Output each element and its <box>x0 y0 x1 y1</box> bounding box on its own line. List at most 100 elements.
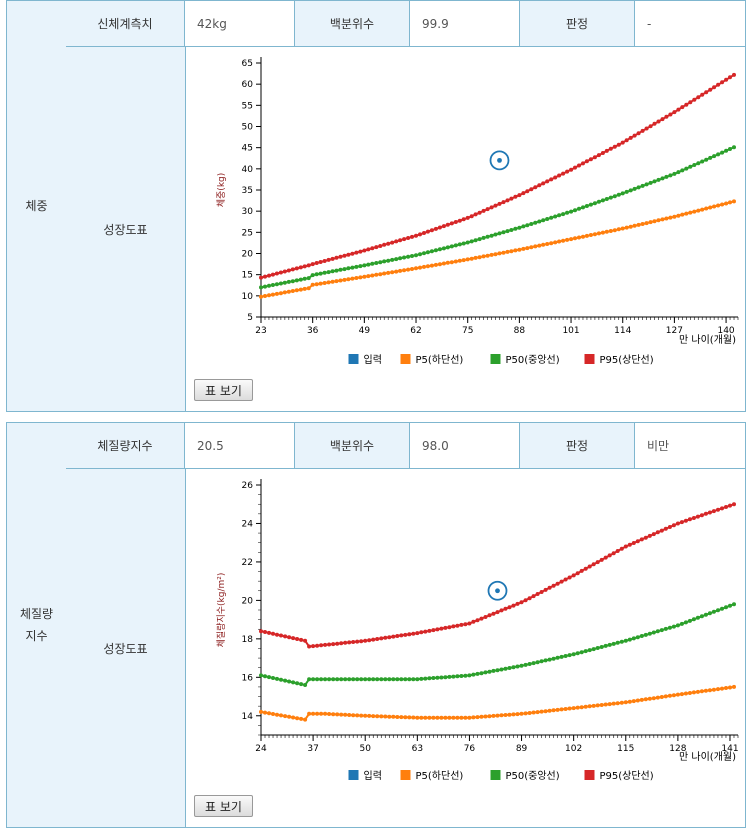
series-point <box>287 679 292 684</box>
series-point <box>672 171 677 176</box>
series-point <box>563 577 568 582</box>
series-point <box>545 217 550 221</box>
series-point <box>386 241 391 246</box>
series-point <box>551 583 556 588</box>
series-point <box>270 283 275 287</box>
series-point <box>346 277 351 282</box>
series-point <box>338 278 343 283</box>
series-point <box>358 275 363 280</box>
series-point <box>732 72 736 77</box>
series-point <box>425 264 430 269</box>
series-point <box>471 672 476 677</box>
series-point <box>636 222 641 227</box>
series-point <box>533 185 538 190</box>
series-point <box>475 671 480 676</box>
series-point <box>463 673 468 678</box>
weight-table-view-button[interactable]: 표 보기 <box>194 379 253 401</box>
series-point <box>263 274 267 279</box>
series-point <box>435 627 440 632</box>
series-point <box>387 635 392 640</box>
y-tick-label: 20 <box>242 250 254 260</box>
series-point <box>577 206 581 211</box>
series-point <box>306 276 311 281</box>
series-point <box>581 205 585 210</box>
series-point <box>539 659 544 664</box>
series-point <box>278 281 283 286</box>
series-point <box>497 201 502 206</box>
x-tick-label: 36 <box>307 326 319 336</box>
series-point <box>515 601 520 606</box>
series-point <box>569 167 574 172</box>
series-point <box>355 677 360 682</box>
y-tick-label: 30 <box>242 207 254 217</box>
series-point <box>615 549 620 553</box>
series-point <box>712 85 717 90</box>
weight-measure-label: 신체계측치 <box>66 1 185 46</box>
series-point <box>696 208 701 213</box>
y-tick-label: 50 <box>242 123 254 133</box>
series-point <box>687 618 692 623</box>
legend-label: 입력 <box>364 769 382 782</box>
series-point <box>278 270 283 275</box>
series-point <box>583 566 588 571</box>
series-point <box>608 229 613 233</box>
series-point <box>527 596 532 601</box>
series-point <box>259 709 263 714</box>
series-point <box>403 677 408 682</box>
series-point <box>659 528 664 533</box>
series-point <box>461 217 466 222</box>
series-point <box>267 675 271 680</box>
y-tick-label: 40 <box>242 165 254 175</box>
series-point <box>431 676 436 680</box>
series-point <box>395 634 400 638</box>
x-tick-label: 75 <box>462 326 473 336</box>
bmi-percentile-value: 98.0 <box>410 423 520 468</box>
series-point <box>627 542 632 547</box>
series-point <box>549 241 554 246</box>
series-point <box>283 678 288 683</box>
series-point <box>295 716 300 721</box>
series-point <box>611 641 616 646</box>
y-axis-label: 체중(kg) <box>216 173 227 208</box>
series-point <box>314 282 319 287</box>
series-point <box>668 112 673 117</box>
series-point <box>279 713 283 718</box>
series-point <box>651 696 656 701</box>
series-point <box>537 219 542 224</box>
bmi-growth-chart: 24 37 50 63 76 89 102 115 128 141 14 16 18 20 22 24 26 체질… <box>215 479 739 782</box>
series-point <box>387 677 392 682</box>
series-point <box>415 715 420 720</box>
series-point <box>691 516 696 520</box>
legend-label: P5(하단선) <box>416 769 464 782</box>
series-point <box>620 191 625 196</box>
weight-judgement-label: 판정 <box>520 1 635 46</box>
series-point <box>419 630 424 635</box>
input-point <box>495 588 500 594</box>
series-point <box>732 602 736 607</box>
series-point <box>501 200 506 205</box>
series-point <box>399 715 404 720</box>
bmi-measure-value: 20.5 <box>185 423 295 468</box>
series-point <box>351 713 356 718</box>
series-point <box>623 544 628 549</box>
series-point <box>517 193 522 198</box>
series-point <box>429 263 434 268</box>
series-point <box>489 205 494 210</box>
bmi-table-view-button[interactable]: 표 보기 <box>194 795 253 817</box>
series-point <box>465 257 470 262</box>
series-point <box>411 631 416 636</box>
series-point <box>343 640 348 645</box>
series-point <box>338 267 343 272</box>
series-point <box>631 636 636 641</box>
series-point <box>439 675 444 680</box>
series-point <box>290 267 295 272</box>
series-point <box>453 259 458 264</box>
series-point <box>559 654 564 659</box>
series-point <box>523 662 528 667</box>
series-point <box>323 711 328 716</box>
series-point <box>465 215 470 220</box>
series-point <box>675 623 680 628</box>
series-point <box>410 254 414 258</box>
series-point <box>493 252 498 257</box>
series-point <box>453 243 458 248</box>
